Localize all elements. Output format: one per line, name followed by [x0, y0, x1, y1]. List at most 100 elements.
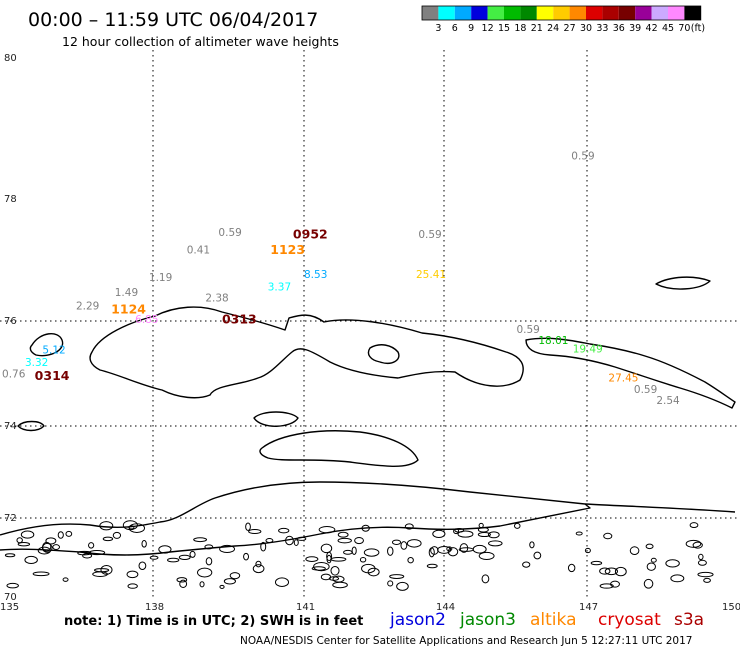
islet — [646, 562, 656, 571]
middle-island — [259, 430, 419, 467]
islet — [158, 545, 172, 554]
satellite-jason2: jason2 — [389, 610, 446, 630]
islet — [692, 541, 703, 549]
islet — [82, 553, 93, 559]
islet — [128, 525, 135, 530]
islet — [149, 555, 159, 560]
islet — [176, 577, 188, 583]
wave-height-label: 2.29 — [76, 300, 99, 312]
pass-time-label: 0313 — [222, 312, 257, 327]
islet — [567, 563, 576, 573]
islet — [406, 539, 422, 548]
legend-swatch — [569, 6, 586, 20]
islet — [127, 583, 138, 589]
legend-swatch — [454, 6, 472, 20]
wave-height-label: 0.59 — [516, 324, 539, 336]
islet — [453, 528, 460, 535]
islet — [32, 571, 50, 577]
pass-time-label: 1124 — [111, 302, 146, 317]
islet — [603, 532, 613, 540]
islet — [102, 536, 114, 542]
islet — [20, 530, 35, 539]
legend-tick-label: 42 — [646, 23, 658, 34]
wave-height-label: 25.41 — [416, 269, 446, 281]
islet — [77, 550, 92, 556]
islet — [400, 541, 408, 550]
islet — [122, 520, 138, 531]
islet — [367, 567, 380, 577]
west-islet — [17, 420, 45, 432]
islet — [199, 581, 205, 588]
islet — [189, 550, 196, 558]
middle-islet — [253, 411, 299, 427]
islet — [128, 523, 145, 534]
pass-time-label: 1123 — [270, 242, 305, 257]
islet — [472, 544, 487, 554]
islet — [179, 579, 188, 588]
legend-tick-label: 70 — [678, 23, 690, 34]
wave-height-label: 6.85 — [135, 314, 158, 326]
north-east-islet — [655, 276, 711, 290]
legend-swatch — [536, 6, 554, 20]
wave-height-label: 5.12 — [42, 345, 65, 357]
islet — [167, 557, 180, 563]
islet — [477, 527, 489, 533]
legend-tick-label: 39 — [629, 23, 641, 34]
islet — [351, 546, 357, 555]
legend-tick-label: 33 — [596, 23, 608, 34]
wave-height-label: 0.59 — [418, 229, 441, 241]
islet — [255, 560, 262, 568]
islet — [584, 547, 591, 554]
wave-height-label: 2.54 — [656, 395, 680, 407]
legend-tick-label: 24 — [547, 23, 559, 34]
islet — [112, 531, 122, 539]
islet — [703, 577, 711, 583]
islet — [328, 576, 340, 581]
islet — [685, 539, 702, 548]
islet — [533, 551, 542, 560]
satellite-altika: altika — [530, 610, 577, 630]
wave-height-label: 8.53 — [304, 269, 327, 281]
east-island — [525, 337, 736, 409]
legend-swatch — [553, 6, 570, 20]
wave-height-label: 27.45 — [608, 372, 638, 384]
footer-credit: NOAA/NESDIS Center for Satellite Applica… — [240, 635, 692, 647]
legend-swatch — [504, 6, 521, 20]
map-title: 00:00 – 11:59 UTC 06/04/2017 — [28, 9, 318, 31]
wave-height-label: 0.59 — [218, 227, 241, 239]
islet — [599, 567, 611, 575]
islet — [478, 522, 484, 529]
islet — [650, 557, 657, 563]
islet — [610, 580, 620, 588]
latitude-labels: 80 78 76 74 72 70 — [4, 53, 17, 603]
islet-scatter — [4, 520, 714, 591]
islet — [404, 523, 414, 530]
mainland-coast — [0, 481, 591, 556]
islet — [522, 561, 531, 568]
islet — [37, 546, 51, 555]
islet — [62, 577, 69, 582]
islet — [326, 554, 332, 564]
islet — [428, 547, 435, 558]
islet — [575, 531, 583, 536]
wave-height-color-legend: 3 6 9 12 15 18 21 24 27 30 33 36 39 42 45 70 (ft) — [421, 5, 705, 34]
islet — [243, 552, 250, 561]
islet — [689, 522, 699, 529]
wave-height-label: 1.19 — [149, 272, 172, 284]
islet — [265, 538, 274, 544]
islet — [24, 555, 38, 565]
wave-height-label: 0.59 — [571, 151, 594, 163]
coastline — [0, 276, 736, 591]
islet — [446, 546, 453, 552]
inner-bay — [367, 344, 400, 364]
islet — [481, 574, 490, 584]
islet — [4, 553, 16, 558]
legend-swatch — [422, 6, 439, 20]
islet — [141, 540, 147, 548]
islet — [305, 556, 319, 562]
lon-label-141: 141 — [296, 602, 315, 613]
islet — [665, 559, 680, 568]
islet — [458, 547, 474, 552]
legend-swatch — [520, 6, 537, 20]
legend-swatch — [618, 6, 636, 20]
